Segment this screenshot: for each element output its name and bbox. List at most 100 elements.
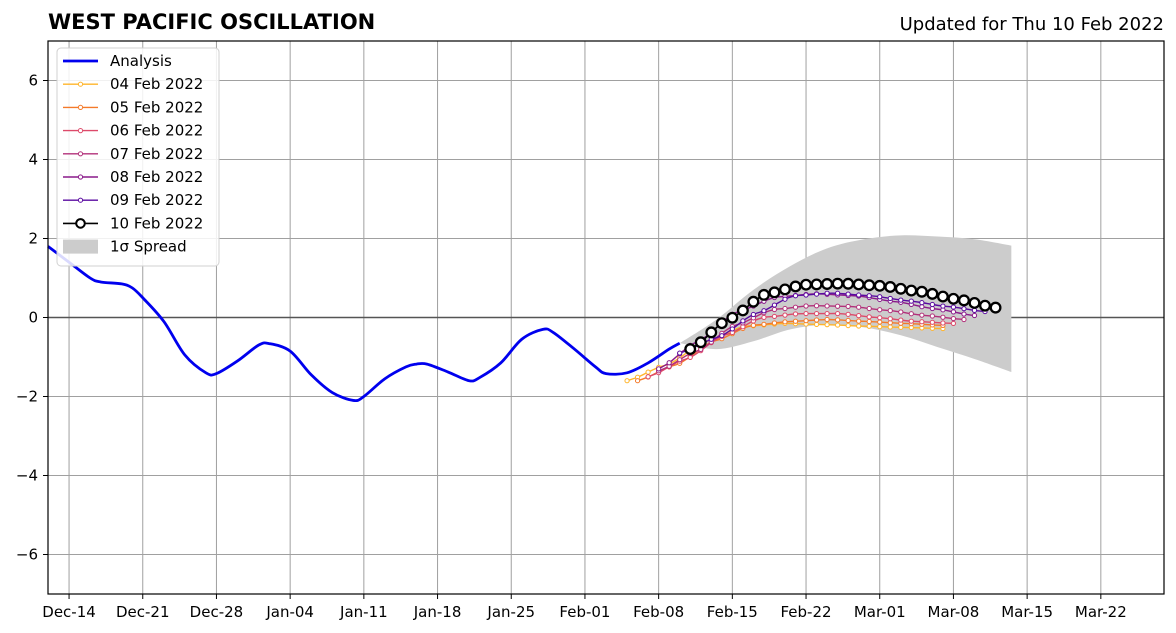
- chart-subtitle: Updated for Thu 10 Feb 2022: [900, 14, 1164, 35]
- forecast-point: [771, 302, 778, 308]
- forecast-point: [677, 350, 683, 356]
- forecast-point: [894, 282, 907, 295]
- x-tick-label: Feb-08: [633, 603, 684, 621]
- forecast-point: [813, 317, 820, 323]
- forecast-point: [877, 319, 883, 325]
- forecast-point: [835, 322, 841, 328]
- x-tick-label: Mar-08: [928, 603, 980, 621]
- legend-label: 09 Feb 2022: [110, 191, 203, 209]
- forecast-point: [835, 303, 841, 309]
- forecast-point: [810, 278, 823, 291]
- forecast-point: [771, 306, 778, 313]
- x-tick-label: Feb-22: [781, 603, 832, 621]
- legend-swatch-marker: [77, 151, 84, 157]
- forecast-point: [919, 319, 925, 325]
- forecast-point: [961, 311, 967, 317]
- forecast-point: [779, 283, 791, 296]
- forecast-point: [950, 304, 957, 310]
- forecast-point: [971, 307, 978, 313]
- y-tick-label: 2: [28, 230, 38, 248]
- forecast-point: [845, 303, 851, 310]
- legend-swatch-patch: [63, 239, 98, 254]
- forecast-point: [726, 311, 739, 324]
- forecast-point: [813, 310, 820, 317]
- forecast-point: [887, 316, 893, 322]
- forecast-point: [824, 303, 830, 309]
- legend-swatch-marker: [77, 81, 84, 87]
- forecast-point: [736, 304, 749, 317]
- forecast-point: [771, 313, 778, 320]
- legend-swatch-marker: [77, 197, 84, 203]
- forecast-point: [750, 311, 756, 318]
- forecast-point: [905, 284, 918, 297]
- forecast-point: [831, 277, 844, 290]
- y-tick-label: −2: [16, 388, 38, 406]
- forecast-point: [821, 278, 834, 290]
- forecast-point: [958, 294, 970, 307]
- forecast-point: [800, 278, 812, 291]
- legend-entry: 10 Feb 2022: [63, 214, 203, 232]
- legend: Analysis 04 Feb 2022 05 Feb 2022 06 Feb 202…: [56, 47, 220, 267]
- x-tick-label: Jan-11: [339, 603, 388, 621]
- forecast-point: [824, 316, 830, 323]
- legend-label: 06 Feb 2022: [110, 122, 203, 140]
- forecast-point: [845, 322, 851, 329]
- legend-swatch-marker: [77, 174, 84, 180]
- forecast-point: [856, 318, 862, 324]
- x-tick-label: Dec-21: [116, 603, 170, 621]
- y-tick-label: 6: [28, 72, 38, 90]
- forecast-point: [968, 296, 981, 309]
- forecast-point: [898, 317, 904, 323]
- legend-label: 1σ Spread: [110, 238, 187, 256]
- y-tick-label: −4: [16, 467, 38, 485]
- forecast-point: [856, 323, 862, 329]
- forecast-point: [813, 303, 820, 309]
- x-tick-label: Dec-14: [42, 603, 96, 621]
- forecast-point: [835, 310, 841, 317]
- forecast-point: [852, 278, 865, 291]
- forecast-point: [666, 360, 672, 366]
- x-tick-label: Mar-01: [854, 603, 906, 621]
- forecast-point: [803, 292, 809, 298]
- x-tick-label: Feb-01: [559, 603, 610, 621]
- forecast-point: [940, 314, 946, 320]
- analysis-line: [47, 245, 681, 403]
- forecast-point: [961, 306, 967, 312]
- legend-entry: 09 Feb 2022: [63, 191, 203, 209]
- forecast-point: [705, 326, 718, 339]
- forecast-point: [684, 343, 697, 356]
- forecast-point: [761, 314, 767, 321]
- forecast-point: [961, 316, 967, 323]
- plot-area: Dec-14 Dec-21 Dec-28 Jan-04 Jan-11 Jan-18 Jan-…: [16, 40, 1165, 621]
- x-tick-label: Mar-22: [1075, 603, 1127, 621]
- forecast-point: [792, 318, 799, 324]
- forecast-point: [940, 303, 946, 309]
- forecast-point: [782, 296, 788, 302]
- legend-box: [56, 47, 220, 267]
- chart-title: WEST PACIFIC OSCILLATION: [48, 10, 375, 34]
- forecast-point: [856, 292, 862, 298]
- forecast-point: [873, 279, 886, 292]
- forecast-point: [789, 280, 802, 293]
- forecast-point: [866, 305, 872, 312]
- forecast-point: [863, 279, 876, 292]
- forecast-point: [979, 299, 991, 312]
- forecast-point: [792, 293, 799, 299]
- legend-entry: 06 Feb 2022: [63, 122, 203, 140]
- forecast-point: [803, 303, 809, 309]
- forecast-point: [915, 285, 928, 298]
- forecast-point: [856, 304, 862, 310]
- forecast-point: [940, 320, 946, 326]
- forecast-point: [634, 378, 641, 384]
- forecast-point: [936, 290, 949, 303]
- forecast-point: [824, 290, 830, 296]
- legend-entry: 07 Feb 2022: [63, 145, 203, 163]
- forecast-point: [835, 317, 841, 323]
- forecast-point: [645, 374, 651, 380]
- forecast-point: [898, 297, 904, 303]
- forecast-point: [950, 309, 957, 315]
- legend-entry: 08 Feb 2022: [63, 168, 203, 186]
- forecast-point: [919, 312, 925, 318]
- forecast-point: [845, 317, 851, 324]
